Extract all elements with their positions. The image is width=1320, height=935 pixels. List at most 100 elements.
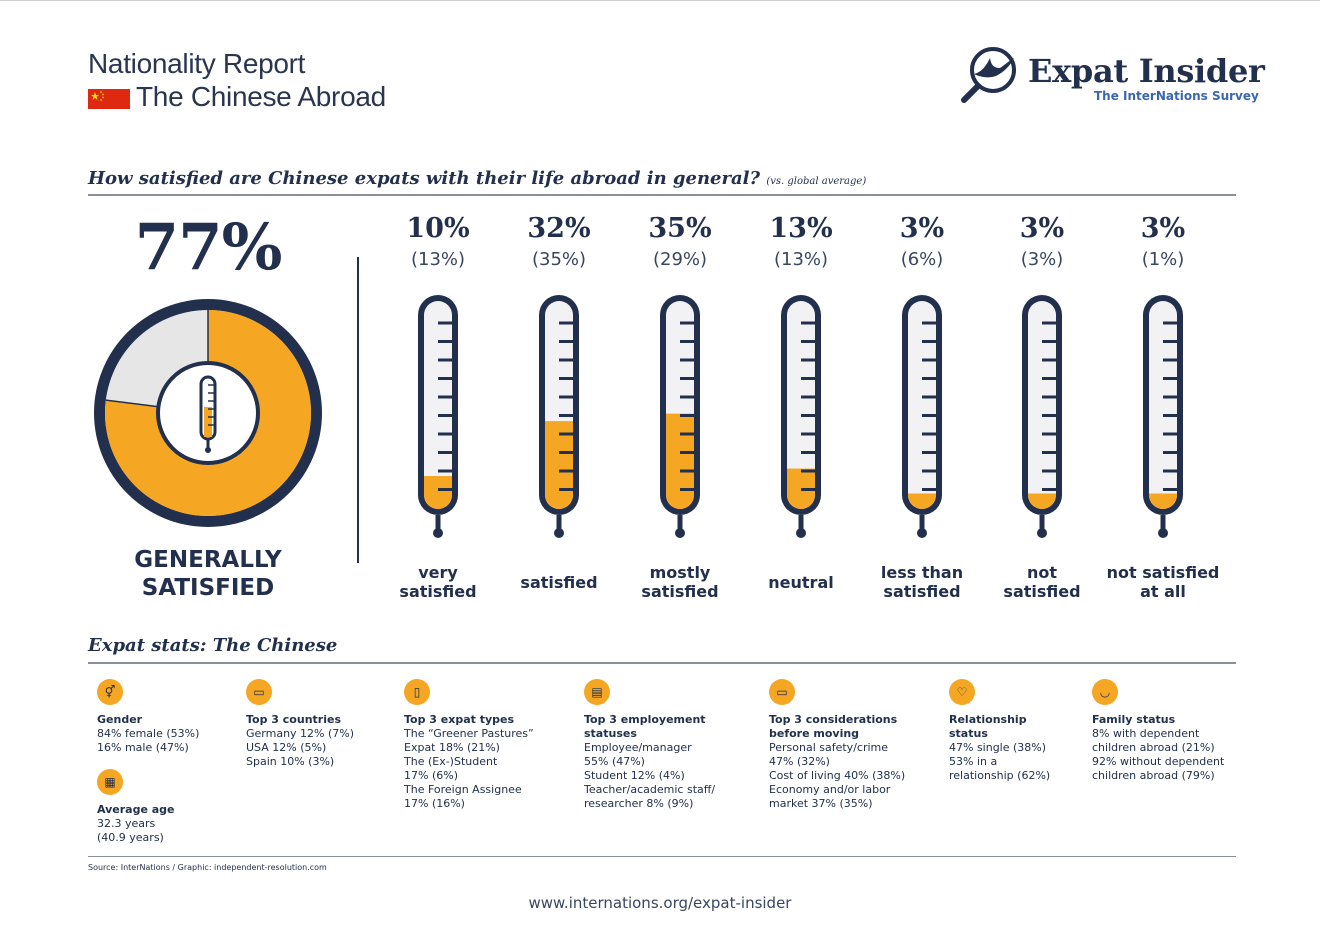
stat-label: status: [949, 727, 988, 740]
suitcase-icon: ▯: [404, 679, 430, 705]
thermometer: [902, 295, 942, 538]
stat-value: Student 12% (4%): [584, 769, 685, 782]
summary-label-line2: SATISFIED: [141, 575, 275, 601]
gender-icon: ⚥: [97, 679, 123, 705]
thermo-label-line1: neutral: [768, 572, 834, 592]
map-icon: ▭: [246, 679, 272, 705]
stat-value: 32.3 years: [97, 817, 156, 830]
thermo-category-label: not satisfied at all: [1098, 562, 1228, 602]
stat-value: Expat 18% (21%): [404, 741, 500, 754]
thermo-percent: 3%: [899, 213, 945, 244]
thermo-percent: 32%: [527, 213, 591, 244]
thermo-category-label: less than satisfied: [857, 562, 987, 602]
question-suffix: (vs. global average): [766, 176, 867, 187]
stat-value: researcher 8% (9%): [584, 797, 694, 810]
satisfaction-donut: [94, 299, 322, 527]
stat-block: Average age 32.3 years (40.9 years): [97, 803, 175, 845]
thermo-label-line1: not: [1026, 563, 1057, 582]
logo-subtitle: The InterNations Survey: [1094, 89, 1259, 103]
stat-value: (40.9 years): [97, 831, 164, 844]
thermo-label-line2: satisfied: [399, 582, 477, 601]
report-title: Nationality Report: [88, 48, 306, 79]
stat-value: Teacher/academic staff/: [584, 783, 716, 796]
thermo-percent: 3%: [1019, 213, 1065, 244]
thermo-label-line1: very: [418, 563, 458, 582]
thermometer: [418, 295, 458, 538]
thermo-fill-bar: [1028, 493, 1056, 509]
stat-label: Top 3 expat types: [404, 713, 515, 726]
divider-top: [88, 194, 1236, 196]
stroller-icon: ◡: [1092, 679, 1118, 705]
stat-value: children abroad (21%): [1092, 741, 1215, 754]
divider-bottom: [88, 856, 1236, 857]
stat-value: The Foreign Assignee: [404, 783, 522, 796]
thermo-bulb: [917, 528, 927, 538]
thermo-global-average: (35%): [531, 249, 587, 270]
thermo-tube-inner: [787, 301, 815, 509]
thermo-global-average: (3%): [1020, 249, 1064, 270]
stat-label: statuses: [584, 727, 637, 740]
stat-block: Top 3 expat types The “Greener Pastures” E…: [404, 713, 534, 811]
thermo-tube-inner: [908, 301, 936, 509]
source-note: Source: InterNations / Graphic: independ…: [88, 863, 327, 872]
thermo-fill-bar: [424, 476, 452, 509]
stat-label: Family status: [1092, 713, 1176, 726]
stat-value: The “Greener Pastures”: [404, 727, 534, 740]
thermo-tube-inner: [1028, 301, 1056, 509]
stat-block: Top 3 employement statuses Employee/manage…: [584, 713, 715, 811]
thermo-percent: 3%: [1140, 213, 1186, 244]
stat-value: 92% without dependent: [1092, 755, 1225, 768]
overall-percent: 77%: [134, 210, 283, 285]
thermometer: [539, 295, 579, 538]
stat-value: 17% (6%): [404, 769, 458, 782]
stat-value: Employee/manager: [584, 741, 692, 754]
stat-value: Germany 12% (7%): [246, 727, 355, 740]
thermo-category-label: satisfied: [494, 562, 624, 602]
magnifier-bird-logo-icon: [961, 47, 1016, 103]
thermometer: [781, 295, 821, 538]
cake-icon: ▦: [97, 769, 123, 795]
logo-title: Expat Insider: [1028, 52, 1265, 90]
stat-value: Cost of living 40% (38%): [769, 769, 906, 782]
small-thermometer-icon: [199, 375, 217, 453]
thermo-global-average: (6%): [900, 249, 944, 270]
china-flag-icon: [88, 89, 130, 109]
thermo-bulb: [433, 528, 443, 538]
thermo-category-label: not satisfied: [977, 562, 1107, 602]
stat-value: 47% single (38%): [949, 741, 1047, 754]
thermo-global-average: (29%): [652, 249, 708, 270]
question-heading: How satisfied are Chinese expats with th…: [88, 168, 866, 189]
footer-url[interactable]: www.internations.org/expat-insider: [528, 894, 792, 912]
stat-block: Top 3 considerations before moving Persona…: [769, 713, 905, 811]
question-text: How satisfied are Chinese expats with th…: [88, 168, 761, 189]
top-border: [0, 0, 1320, 1]
briefcase-icon: ▤: [584, 679, 610, 705]
stat-label: Top 3 countries: [246, 713, 341, 726]
thermo-bulb: [675, 528, 685, 538]
thermo-global-average: (13%): [410, 249, 466, 270]
stat-label: Relationship: [949, 713, 1027, 726]
stat-value: 55% (47%): [584, 755, 645, 768]
thermo-label-line2: at all: [1140, 582, 1186, 601]
thermo-label-line1: less than: [880, 563, 964, 582]
thermometer: [1022, 295, 1062, 538]
stat-value: Personal safety/crime: [769, 741, 889, 754]
thermo-tube-inner: [1149, 301, 1177, 509]
thermo-label-line2: satisfied: [641, 582, 719, 601]
stat-value: 47% (32%): [769, 755, 830, 768]
stat-value: The (Ex-)Student: [404, 755, 498, 768]
stat-value: 8% with dependent: [1092, 727, 1200, 740]
report-subtitle: The Chinese Abroad: [136, 81, 386, 112]
stat-value: relationship (62%): [949, 769, 1051, 782]
stat-block: Relationship status 47% single (38%) 53% in…: [949, 713, 1050, 783]
stat-value: USA 12% (5%): [246, 741, 327, 754]
thermo-fill-bar: [666, 413, 694, 509]
stat-value: 84% female (53%): [97, 727, 200, 740]
thermo-tube-inner: [424, 301, 452, 509]
thermo-label-line1: mostly: [649, 563, 711, 582]
stat-label: Average age: [97, 803, 175, 816]
summary-label: GENERALLY SATISFIED: [88, 546, 328, 602]
heart-icon: ♡: [949, 679, 975, 705]
stats-title: Expat stats: The Chinese: [88, 635, 338, 656]
thermo-label-line2: satisfied: [1003, 582, 1081, 601]
